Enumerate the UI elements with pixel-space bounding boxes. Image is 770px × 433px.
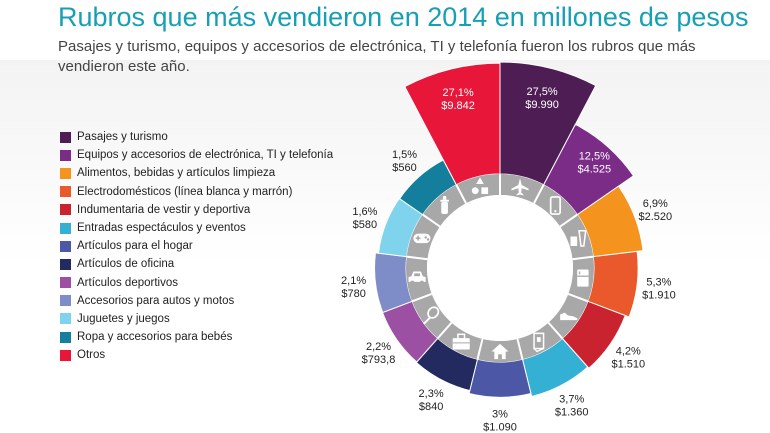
legend-label: Indumentaria de vestir y deportiva [77, 203, 251, 216]
legend-swatch [60, 149, 71, 161]
sneaker-icon [560, 312, 578, 321]
center-hole [427, 195, 573, 341]
legend-swatch [60, 131, 71, 143]
gamepad-icon [413, 233, 431, 244]
baby-bottle-icon [440, 196, 449, 215]
ring-divider [406, 255, 428, 261]
legend-label: Alimentos, bebidas y artículos limpieza [77, 167, 276, 180]
value-label: $9.990 [525, 99, 559, 111]
value-label: $1.510 [611, 359, 645, 371]
legend-label: Ropa y accesorios para bebés [77, 331, 233, 344]
value-label: $780 [341, 288, 365, 300]
percent-label: 3% [492, 408, 508, 420]
value-label: $1.910 [642, 289, 676, 301]
ring-divider [422, 213, 441, 228]
legend-swatch [60, 167, 71, 179]
legend-label: Otros [77, 349, 106, 362]
percent-label: 2,3% [419, 388, 444, 400]
legend-swatch [60, 204, 71, 216]
value-label: $2.520 [638, 211, 672, 223]
legend-item: Alimentos, bebidas y artículos limpieza [60, 164, 333, 182]
legend-label: Artículos para el hogar [77, 240, 193, 253]
value-label: $793,8 [362, 354, 396, 366]
value-label: $560 [392, 162, 416, 174]
legend-label: Entradas espectáculos y eventos [77, 222, 246, 235]
legend-item: Ropa y accesorios para bebés [60, 328, 333, 346]
legend-item: Equipos y accesorios de electrónica, TI … [60, 146, 333, 164]
percent-label: 27,5% [526, 86, 557, 98]
legend-item: Pasajes y turismo [60, 128, 333, 146]
value-label: $1.090 [483, 421, 517, 433]
legend-swatch [60, 240, 71, 252]
legend-item: Otros [60, 346, 333, 364]
ring-divider [476, 338, 484, 360]
chart-title: Rubros que más vendieron en 2014 en mill… [58, 2, 749, 32]
smartphone-icon [549, 196, 562, 215]
sector-house [468, 358, 532, 398]
legend-label: Electrodomésticos (línea blanca y marrón… [77, 185, 293, 198]
value-label: $4.525 [577, 164, 611, 176]
legend-item: Artículos deportivos [60, 274, 333, 292]
percent-label: 2,1% [341, 275, 366, 287]
ring-divider [547, 321, 564, 340]
legend-label: Artículos de oficina [77, 258, 175, 271]
shapes-icon [471, 177, 489, 195]
legend-item: Entradas espectáculos y eventos [60, 219, 333, 237]
ring-divider [516, 338, 524, 360]
ring-divider [455, 184, 467, 204]
legend-label: Pasajes y turismo [77, 131, 168, 144]
percent-label: 2,2% [366, 341, 391, 353]
chart-legend: Pasajes y turismo Equipos y accesorios de… [60, 128, 333, 364]
ring-divider [572, 255, 594, 261]
ticket-icon [533, 332, 545, 353]
legend-label: Accesorios para autos y motos [77, 294, 235, 307]
value-label: $9.842 [441, 100, 475, 112]
ring-divider [411, 292, 433, 303]
percent-label: 3,7% [559, 394, 584, 406]
legend-item: Indumentaria de vestir y deportiva [60, 201, 333, 219]
legend-swatch [60, 349, 71, 361]
ring-divider [567, 292, 589, 303]
legend-item: Accesorios para autos y motos [60, 292, 333, 310]
legend-swatch [60, 277, 71, 289]
legend-label: Equipos y accesorios de electrónica, TI … [77, 149, 334, 162]
value-label: $580 [353, 219, 377, 231]
legend-item: Artículos para el hogar [60, 237, 333, 255]
percent-label: 6,9% [643, 198, 668, 210]
briefcase-icon [452, 333, 470, 350]
percent-label: 4,2% [616, 346, 641, 358]
house-icon [491, 343, 509, 360]
airplane-icon [511, 178, 529, 196]
legend-swatch [60, 313, 71, 325]
legend-item: Artículos de oficina [60, 255, 333, 273]
legend-label: Juguetes y juegos [77, 312, 170, 325]
ring-divider [436, 321, 453, 340]
ring-divider [533, 184, 545, 204]
refrigerator-icon [577, 269, 589, 287]
food-drink-icon [570, 230, 587, 247]
car-icon [408, 271, 426, 286]
legend-item: Electrodomésticos (línea blanca y marrón… [60, 183, 333, 201]
percent-label: 5,3% [646, 276, 671, 288]
legend-label: Artículos deportivos [77, 276, 178, 289]
ring-divider [559, 213, 578, 228]
percent-label: 12,5% [579, 151, 610, 163]
legend-swatch [60, 186, 71, 198]
percent-label: 27,1% [442, 87, 473, 99]
tennis-racket-icon [423, 306, 440, 325]
legend-swatch [60, 331, 71, 343]
legend-swatch [60, 222, 71, 234]
percent-label: 1,5% [392, 149, 417, 161]
sector-shapes [404, 62, 501, 186]
value-label: $840 [419, 401, 443, 413]
percent-label: 1,6% [352, 206, 377, 218]
legend-swatch [60, 295, 71, 307]
value-label: $1.360 [555, 407, 589, 419]
legend-item: Juguetes y juegos [60, 310, 333, 328]
chart-subtitle: Pasajes y turismo, equipos y accesorios … [58, 38, 696, 75]
legend-swatch [60, 258, 71, 270]
